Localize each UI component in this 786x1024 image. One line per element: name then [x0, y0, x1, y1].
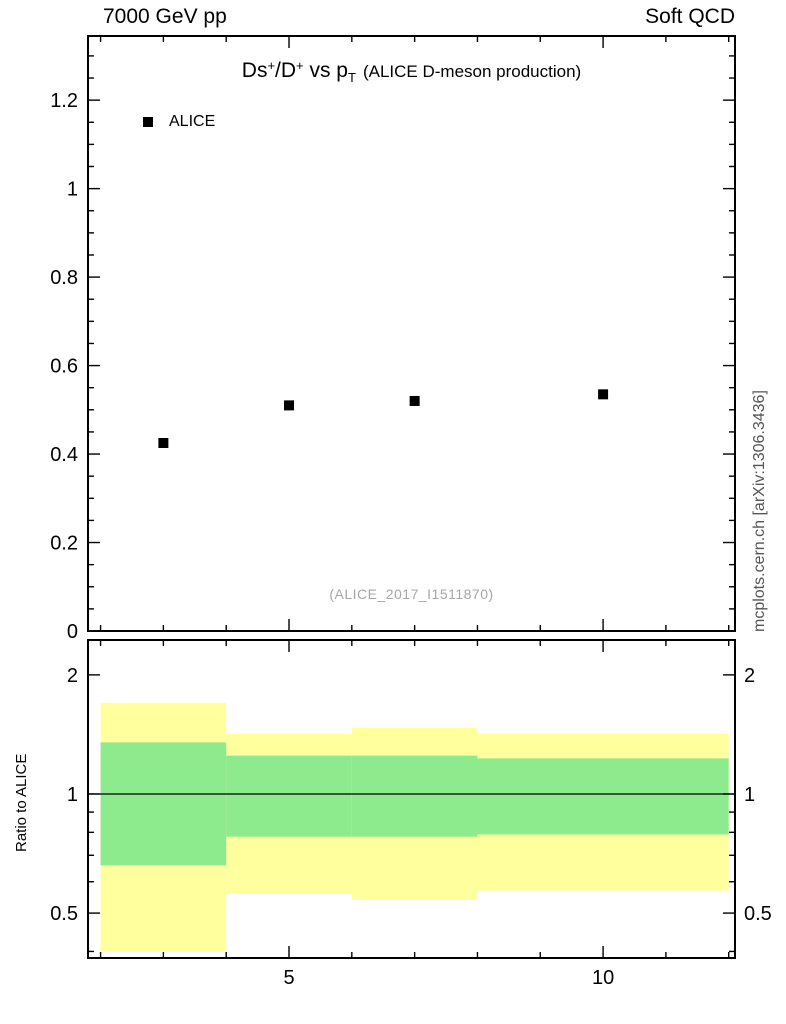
x-tick-label: 10: [592, 967, 614, 989]
header-beam-energy: 7000 GeV pp: [103, 5, 227, 28]
legend-square-marker-icon: [143, 117, 153, 127]
title-text: vs p: [303, 59, 348, 82]
ratio-inner-uncertainty-band: [351, 755, 478, 837]
ratio-y-tick-label-right: 1: [744, 784, 755, 806]
title-superscript: +: [267, 58, 276, 73]
ratio-inner-uncertainty-band: [477, 758, 729, 835]
main-y-tick-label: 0.6: [50, 356, 78, 378]
main-y-tick-label: 0.2: [50, 533, 78, 555]
side-caption-mcplots: mcplots.cern.ch [arXiv:1306.3436]: [751, 390, 768, 632]
ratio-inner-uncertainty-band: [226, 755, 352, 837]
ratio-inner-uncertainty-band: [100, 742, 227, 866]
title-superscript: +: [296, 58, 304, 73]
ratio-y-tick-label-right: 2: [744, 665, 755, 687]
legend: ALICE: [143, 113, 215, 131]
title-text: /D: [275, 59, 297, 82]
ratio-y-tick-label-right: 0.5: [744, 903, 772, 925]
main-y-tick-label: 1: [67, 179, 78, 201]
ratio-y-tick-label-left: 1: [67, 784, 78, 806]
legend-label: ALICE: [169, 113, 216, 130]
x-tick-label: 5: [283, 967, 294, 989]
title-text: Ds: [241, 59, 268, 82]
alice-data-point: [284, 400, 295, 411]
title-main: Ds+/D+ vs pT: [241, 58, 356, 85]
title-subscript: T: [348, 70, 356, 85]
main-panel-frame: [87, 35, 736, 632]
watermark-analysis-id: (ALICE_2017_I1511870): [329, 586, 494, 602]
main-y-tick-label: 0: [67, 621, 78, 643]
main-y-tick-label: 0.8: [50, 267, 78, 289]
alice-data-point: [598, 389, 609, 400]
title-analysis-name: (ALICE D-meson production): [362, 62, 582, 81]
main-y-tick-label: 1.2: [50, 90, 78, 112]
plot-title: Ds+/D+ vs pT (ALICE D-meson production): [88, 58, 735, 85]
ratio-panel-frame: [87, 639, 736, 959]
ratio-y-tick-label-left: 2: [67, 665, 78, 687]
ratio-y-axis-label: Ratio to ALICE: [13, 753, 30, 852]
alice-data-point: [158, 437, 169, 448]
main-y-tick-label: 0.4: [50, 444, 78, 466]
ratio-y-tick-label-left: 0.5: [50, 903, 78, 925]
alice-data-point: [409, 395, 420, 406]
header-process-group: Soft QCD: [645, 5, 735, 28]
